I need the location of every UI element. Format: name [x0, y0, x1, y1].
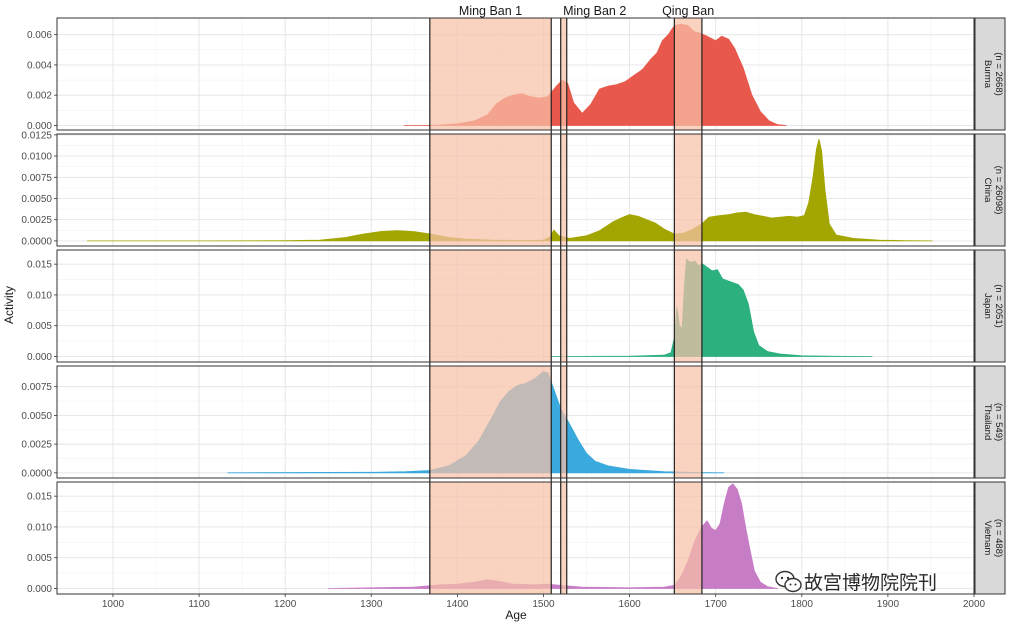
period-lines-layer	[429, 18, 703, 594]
facet-strip-label: Vietnam	[982, 521, 993, 556]
x-tick-label: 1300	[360, 599, 383, 610]
y-tick-label: 0.000	[27, 121, 52, 132]
x-tick-label: 1900	[877, 599, 900, 610]
panel-frame	[56, 481, 975, 595]
period-band	[560, 134, 567, 246]
wechat-logo-icon	[775, 570, 802, 593]
y-tick-label: 0.000	[27, 584, 52, 595]
y-axis-title: Activity	[2, 286, 16, 324]
period-band	[560, 366, 567, 478]
period-label: Qing Ban	[662, 4, 714, 18]
period-band	[429, 134, 552, 246]
y-tick-label: 0.0050	[21, 194, 52, 205]
y-tick-label: 0.0025	[21, 215, 52, 226]
panel-frame	[56, 133, 975, 247]
period-band	[429, 18, 552, 130]
facet-strip-label: Burma	[982, 60, 993, 89]
x-tick-label: 1200	[274, 599, 297, 610]
panel-frame	[56, 249, 975, 363]
period-band	[429, 366, 552, 478]
facet-strip	[974, 249, 1006, 363]
facet-strip-label: Thailand	[982, 404, 993, 440]
facet-strip-label: China	[982, 178, 993, 204]
y-tick-label: 0.015	[27, 492, 52, 503]
x-tick-label: 1700	[705, 599, 728, 610]
period-bands-layer	[429, 18, 702, 594]
x-tick-label: 2000	[963, 599, 986, 610]
y-tick-label: 0.002	[27, 91, 52, 102]
facet-strip-count: (n = 2051)	[993, 284, 1004, 328]
period-band	[429, 250, 552, 362]
period-label: Ming Ban 1	[459, 4, 522, 18]
x-tick-label: 1800	[791, 599, 814, 610]
y-tick-label: 0.010	[27, 522, 52, 533]
facet-strip-label: Japan	[982, 293, 993, 319]
period-band	[674, 482, 702, 594]
facet-strip	[974, 17, 1006, 131]
facet-strip	[974, 133, 1006, 247]
y-tick-label: 0.0050	[21, 411, 52, 422]
panel-frame	[56, 365, 975, 479]
period-label: Ming Ban 2	[563, 4, 626, 18]
y-tick-label: 0.000	[27, 352, 52, 363]
facet-strip-count: (n = 26098)	[993, 166, 1004, 215]
y-tick-label: 0.0075	[21, 382, 52, 393]
period-band	[560, 250, 567, 362]
period-band	[429, 482, 552, 594]
x-axis-title: Age	[505, 608, 527, 622]
x-tick-label: 1500	[532, 599, 555, 610]
y-tick-label: 0.005	[27, 321, 52, 332]
facet-strip-count: (n = 2668)	[993, 52, 1004, 96]
y-tick-label: 0.0125	[21, 130, 52, 141]
x-tick-label: 1000	[102, 599, 125, 610]
facet-strip	[974, 365, 1006, 479]
period-labels-layer: Ming Ban 1 Ming Ban 2 Qing Ban	[459, 4, 714, 18]
period-band	[560, 18, 567, 130]
y-tick-label: 0.0025	[21, 440, 52, 451]
period-band	[674, 366, 702, 478]
facet-strip-count: (n = 488)	[993, 519, 1004, 557]
period-band	[674, 250, 702, 362]
y-tick-label: 0.0000	[21, 236, 52, 247]
period-band	[560, 482, 567, 594]
y-tick-label: 0.005	[27, 553, 52, 564]
x-tick-label: 1600	[618, 599, 641, 610]
period-band	[674, 134, 702, 246]
panel-frames-layer: Burma (n = 2668)China (n = 26098)Japan (n =…	[56, 17, 1006, 595]
watermark: 故宫博物院院刊	[775, 570, 937, 594]
y-tick-label: 0.0075	[21, 173, 52, 184]
panel-frame	[56, 17, 975, 131]
facet-strip	[974, 481, 1006, 595]
y-tick-label: 0.0100	[21, 152, 52, 163]
period-band	[674, 18, 702, 130]
y-tick-label: 0.010	[27, 290, 52, 301]
watermark-text: 故宫博物院院刊	[804, 572, 937, 594]
x-tick-label: 1400	[446, 599, 469, 610]
y-tick-label: 0.015	[27, 260, 52, 271]
x-tick-label: 1100	[188, 599, 210, 610]
y-tick-label: 0.004	[27, 60, 52, 71]
y-tick-label: 0.0000	[21, 468, 52, 479]
axis-layer: 0.000 0.002 0.004 0.006 0.0000 0.0025 0.0050 0.…	[21, 30, 985, 610]
y-tick-label: 0.006	[27, 30, 52, 41]
facet-strip-count: (n = 549)	[993, 403, 1004, 441]
